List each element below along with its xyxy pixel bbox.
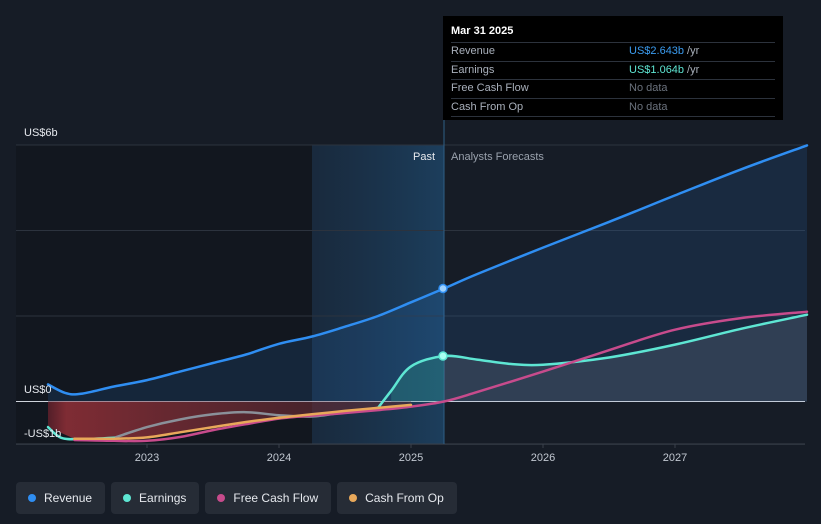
tooltip-date: Mar 31 2025 <box>451 25 514 37</box>
chart-series <box>46 144 809 443</box>
revenue-dot-icon <box>28 494 36 502</box>
tooltip-label: Cash From Op <box>451 100 524 113</box>
legend-item-earnings[interactable]: Earnings <box>111 482 200 514</box>
data-tooltip: Mar 31 2025 Revenue US$2.643b/yr Earning… <box>443 16 783 120</box>
x-tick-label: 2025 <box>399 452 423 464</box>
x-tick-label: 2024 <box>267 452 291 464</box>
chart-axes: US$6b US$0 -US$1b 2023 2024 2025 2026 2027 <box>24 127 687 464</box>
legend-item-cash-from-op[interactable]: Cash From Op <box>337 482 457 514</box>
chart-markers <box>438 283 448 361</box>
tooltip-row-free-cash-flow: Free Cash Flow No data <box>451 79 775 98</box>
tooltip-unit: /yr <box>687 45 700 57</box>
earnings-line <box>376 313 809 410</box>
tooltip-row-cash-from-op: Cash From Op No data <box>451 97 775 117</box>
tooltip-label: Revenue <box>451 45 496 57</box>
tooltip-unit: /yr <box>687 63 700 76</box>
x-tick-label: 2026 <box>531 452 555 464</box>
chart-areas <box>48 145 807 439</box>
tooltip-value: US$2.643b <box>629 45 685 57</box>
y-tick-label: -US$1b <box>24 428 61 440</box>
tooltip-row-revenue: Revenue US$2.643b/yr <box>451 42 775 61</box>
legend-label: Free Cash Flow <box>233 491 319 505</box>
tooltip-label: Earnings <box>451 63 495 76</box>
cash-from-op-line <box>73 403 413 441</box>
y-tick-label: US$0 <box>24 384 52 396</box>
cash-from-op-dot-icon <box>349 494 358 502</box>
legend-item-revenue[interactable]: Revenue <box>16 482 106 514</box>
free-cash-flow-line <box>73 310 809 443</box>
legend-item-free-cash-flow[interactable]: Free Cash Flow <box>205 482 332 514</box>
earnings-marker <box>438 351 448 361</box>
revenue-area <box>48 145 807 402</box>
legend-label: Revenue <box>44 491 93 505</box>
legend-label: Cash From Op <box>365 491 444 505</box>
tooltip-row-earnings: Earnings US$1.064b/yr <box>451 60 775 80</box>
recent-past-highlight <box>312 145 444 444</box>
tooltip-value: No data <box>629 100 668 113</box>
x-tick-label: 2027 <box>663 452 687 464</box>
earnings-forecast-area <box>444 314 807 402</box>
tooltip-label: Free Cash Flow <box>451 82 529 94</box>
free-cash-flow-dot-icon <box>217 494 226 502</box>
y-tick-label: US$6b <box>24 127 58 139</box>
chart-legend: Revenue Earnings Free Cash Flow Cash Fro… <box>16 482 457 516</box>
revenue-marker <box>438 283 448 294</box>
legend-label: Earnings <box>139 491 187 505</box>
tooltip-value: US$1.064b <box>629 63 685 76</box>
revenue-line <box>46 144 809 396</box>
tooltip-value: No data <box>629 82 668 94</box>
analysts-forecast-label: Analysts Forecasts <box>451 151 544 163</box>
past-label: Past <box>413 151 435 163</box>
earnings-dot-icon <box>123 494 132 502</box>
earnings-positive-area <box>391 356 444 402</box>
x-tick-label: 2023 <box>135 452 159 464</box>
